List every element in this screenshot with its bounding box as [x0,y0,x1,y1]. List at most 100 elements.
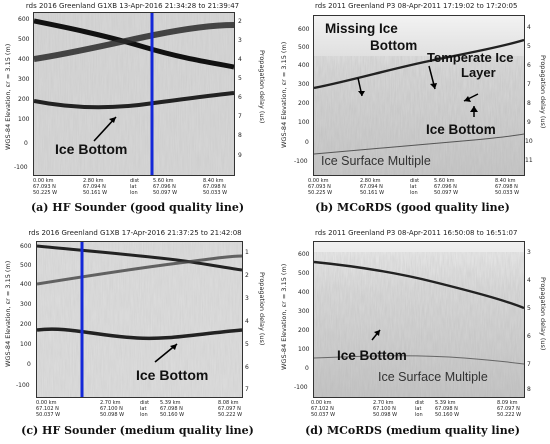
panel-d-yrtick: 3 [527,249,531,256]
panel-b-yrtick: 8 [527,100,531,107]
panel-b-caption: (b) MCoRDS (good quality line) [315,201,510,214]
panel-a-xcol: 8.40 km 67.098 N 50.033 W [203,178,228,196]
panel-d-xcol: 2.70 km 67.100 N 50.098 W [373,400,398,418]
panel-b-xcol: 0.00 km 67.093 N 50.225 W [308,178,333,196]
panel-b-yrtick: 4 [527,24,531,31]
panel-c-yrtick: 1 [245,249,249,256]
panel-b-annotation-bottom: Bottom [370,38,418,53]
panel-c-ytick: 100 [20,341,32,348]
panel-d-title: rds 2011 Greenland P3 08-Apr-2011 16:50:… [315,229,518,237]
panel-c-yrtick: 4 [245,318,249,325]
panel-d-ytick: 400 [298,289,310,296]
panel-b-annotation-missing-ice: Missing Ice [325,21,398,36]
panel-b-ytick: 200 [298,100,310,107]
panel-d-yrtick: 7 [527,361,531,368]
panel-b-annotation-temperate-ice: Temperate Ice [427,50,514,65]
panel-b-ylabel: WGS-84 Elevation, εr = 3.15 (m) [280,41,288,148]
panel-d-xcol: 0.00 km 67.102 N 50.037 W [311,400,336,418]
panel-a-ytick: -100 [14,164,28,171]
panel-a-xcol: 0.00 km 67.093 N 50.225 W [33,178,58,196]
panel-b-xcol: dist lat lon [410,178,420,196]
panel-d-xcol: dist lat lon [415,400,425,418]
panel-c-radargram [36,241,243,398]
panel-a-xcol: 5.60 km 67.096 N 50.097 W [153,178,178,196]
panel-a-caption: (a) HF Sounder (good quality line) [30,201,245,214]
panel-c-ytick: 400 [20,281,32,288]
panel-d-yrtick: 4 [527,277,531,284]
panel-a-yrtick: 5 [238,75,242,82]
panel-a-ytick: 600 [18,16,30,23]
panel-c-xcol: 2.70 km 67.100 N 50.098 W [100,400,125,418]
panel-b-yrtick: 11 [525,157,533,164]
panel-c-ytick: 300 [20,301,32,308]
panel-c: rds 2016 Greenland G1XB 17-Apr-2016 21:3… [0,222,275,444]
panel-b-xcol: 5.60 km 67.096 N 50.097 W [434,178,459,196]
panel-b: rds 2011 Greenland P3 08-Apr-2011 17:19:… [275,0,550,222]
panel-c-yrtick: 2 [245,272,249,279]
panel-d-ytick: 0 [305,365,309,372]
panel-b-ytick: 600 [298,26,310,33]
panel-d-annotation-ice-bottom: Ice Bottom [337,348,407,363]
panel-c-yrlabel: Propagation delay (us) [258,272,266,346]
panel-b-yrtick: 10 [525,138,533,145]
panel-d-radargram [313,241,525,398]
panel-c-title: rds 2016 Greenland G1XB 17-Apr-2016 21:3… [28,229,242,237]
panel-a-radargram [33,12,235,176]
panel-a-ylabel: WGS-84 Elevation, εr = 3.15 (m) [4,43,12,150]
panel-d-ytick: 100 [298,346,310,353]
panel-b-radargram [313,15,525,176]
panel-b-title: rds 2011 Greenland P3 08-Apr-2011 17:19:… [315,2,518,10]
panel-c-ytick: 500 [20,262,32,269]
panel-b-annotation-ice-bottom: Ice Bottom [426,122,496,137]
panel-d-ytick: 200 [298,327,310,334]
panel-b-ytick: 100 [298,119,310,126]
panel-a-ytick: 200 [18,96,30,103]
panel-c-xcol: 8.08 km 67.097 N 50.222 W [218,400,243,418]
panel-c-annotation-ice-bottom: Ice Bottom [136,367,209,383]
panel-d: rds 2011 Greenland P3 08-Apr-2011 16:50:… [275,222,550,444]
panel-c-ytick: -100 [16,382,30,389]
panel-c-ytick: 200 [20,321,32,328]
panel-a-title: rds 2016 Greenland G1XB 13-Apr-2016 21:3… [25,2,240,10]
panel-b-yrlabel: Propagation delay (us) [539,55,547,129]
panel-d-yrlabel: Propagation delay (us) [539,277,547,351]
panel-a-ytick: 100 [18,116,30,123]
panel-b-xcol: 8.40 km 67.098 N 50.033 W [495,178,520,196]
panel-c-ytick: 0 [27,361,31,368]
panel-d-ytick: -100 [294,384,308,391]
panel-c-xcol: 5.39 km 67.098 N 50.160 W [160,400,185,418]
panel-a-ytick: 400 [18,56,30,63]
panel-a-ytick: 0 [24,140,28,147]
panel-a-ytick: 500 [18,36,30,43]
panel-c-xcol: dist lat lon [140,400,150,418]
panel-a-yrtick: 8 [238,132,242,139]
panel-a-yrtick: 6 [238,94,242,101]
panel-d-ytick: 500 [298,270,310,277]
panel-b-annotation-layer: Layer [461,65,496,80]
panel-d-ytick: 600 [298,251,310,258]
panel-c-ylabel: WGS-84 Elevation, εr = 3.15 (m) [4,260,12,367]
panel-a-yrtick: 3 [238,37,242,44]
panel-a-yrtick: 4 [238,56,242,63]
panel-b-yrtick: 6 [527,62,531,69]
panel-b-yrtick: 9 [527,119,531,126]
panel-d-annotation-ice-surface-multiple: Ice Surface Multiple [378,370,488,384]
panel-d-xcol: 8.09 km 67.097 N 50.222 W [497,400,522,418]
panel-a-annotation-ice-bottom: Ice Bottom [55,141,128,157]
panel-a-yrlabel: Propagation delay (us) [258,50,266,124]
panel-d-yrtick: 8 [527,386,531,393]
panel-a: rds 2016 Greenland G1XB 13-Apr-2016 21:3… [0,0,275,222]
panel-c-yrtick: 7 [245,386,249,393]
panel-a-yrtick: 9 [238,152,242,159]
panel-b-ytick: 400 [298,62,310,69]
panel-a-xcol: dist lat lon [130,178,140,196]
panel-b-yrtick: 7 [527,81,531,88]
panel-b-ytick: 0 [305,139,309,146]
panel-d-ylabel: WGS-84 Elevation, εr = 3.15 (m) [280,263,288,370]
panel-a-xcol: 2.80 km 67.094 N 50.161 W [83,178,108,196]
panel-c-xcol: 0.00 km 67.102 N 50.037 W [36,400,61,418]
panel-a-ytick: 300 [18,76,30,83]
panel-a-yrtick: 2 [238,18,242,25]
panel-c-yrtick: 5 [245,341,249,348]
panel-b-ytick: 500 [298,44,310,51]
